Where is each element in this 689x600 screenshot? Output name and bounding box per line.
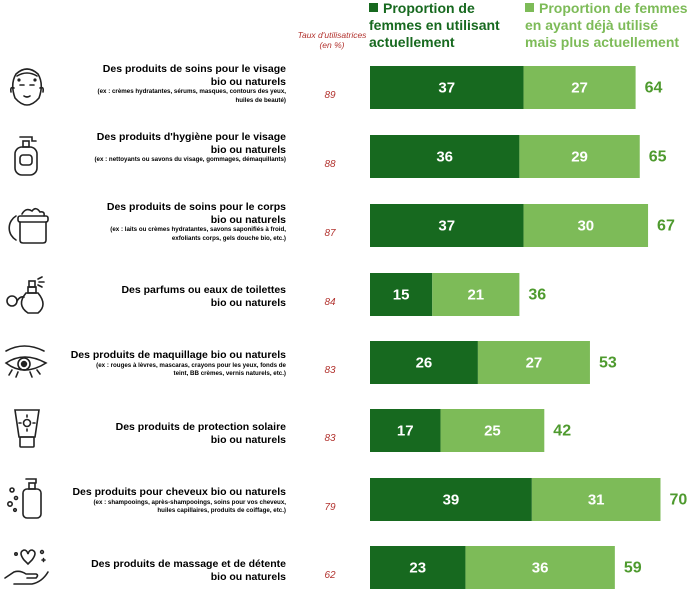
- bar-current: [370, 273, 433, 316]
- bar-current-label: 37: [438, 218, 455, 235]
- bar-past: [523, 204, 649, 247]
- category-name: Des produits de massage et de détente: [91, 558, 286, 570]
- bar-current-label: 23: [409, 560, 426, 577]
- usage-rate: 87: [324, 228, 336, 239]
- bar-current-label: 26: [416, 355, 433, 372]
- bar-past-label: 25: [484, 423, 501, 440]
- bar-past-label: 29: [571, 149, 588, 166]
- bar-current-label: 37: [438, 80, 455, 97]
- bar-current: [370, 409, 441, 452]
- category-name: Des produits d'hygiène pour le visage: [96, 131, 286, 143]
- shampoo-bottle-icon: [2, 476, 52, 520]
- legend-past-label: Proportion de femmes en ayant déjà utili…: [525, 0, 688, 50]
- category-examples: (ex : crèmes hydratantes, sérums, masque…: [97, 88, 286, 95]
- category-label: Des produits de massage et de détente bio…: [91, 558, 286, 583]
- usage-rate: 83: [324, 433, 336, 444]
- pump-bottle-icon: [2, 133, 52, 177]
- perfume-bottle-icon: [2, 271, 52, 315]
- category-label: Des parfums ou eaux de toilettes bio ou n…: [121, 284, 286, 309]
- bar-current: [370, 341, 478, 384]
- category-examples: (ex : rouges à lèvres, mascaras, crayons…: [96, 361, 286, 369]
- bar-current: [370, 204, 524, 247]
- usage-rate: 84: [324, 297, 336, 308]
- bar-past-label: 36: [532, 560, 549, 577]
- bar-past: [523, 66, 636, 109]
- category-name: bio ou naturels: [210, 570, 286, 583]
- category-examples: huiles capillaires, produits de coiffage…: [157, 507, 286, 514]
- total-label: 70: [670, 492, 688, 509]
- category-examples: (ex : nettoyants ou savons du visage, go…: [94, 156, 286, 163]
- category-examples: teint, BB crèmes, vernis naturels, etc.): [173, 370, 286, 377]
- legend-current: Proportion de femmes en utilisant actuel…: [369, 0, 511, 51]
- category-label: Des produits de soins pour le corps bio o…: [107, 201, 286, 243]
- bar-past-label: 30: [577, 218, 594, 235]
- cream-jar-icon: [2, 202, 52, 246]
- category-examples: (ex : laits ou crèmes hydratantes, savon…: [110, 226, 286, 233]
- category-name: bio ou naturels: [210, 143, 286, 156]
- sunscreen-tube-icon: [2, 407, 52, 451]
- bar-past: [465, 546, 615, 589]
- category-label: Des produits de maquillage bio ou nature…: [71, 349, 286, 379]
- bar-past-label: 27: [571, 80, 588, 97]
- category-name: Des produits de soins pour le corps: [106, 201, 286, 213]
- bar-past-label: 27: [526, 355, 543, 372]
- face-mask-icon: [2, 64, 52, 108]
- category-name: Des parfums ou eaux de toilettes: [121, 284, 286, 296]
- category-label: Des produits de soins pour le visage bio …: [98, 63, 286, 105]
- bar-past: [477, 341, 590, 384]
- bar-current: [370, 135, 520, 178]
- category-name: Des produits de protection solaire: [115, 421, 286, 433]
- bar-current: [370, 66, 524, 109]
- bar-current: [370, 478, 532, 521]
- usage-rate: 79: [324, 502, 336, 513]
- category-name: Des produits de soins pour le visage: [102, 63, 286, 75]
- total-label: 53: [599, 355, 617, 372]
- category-name: bio ou naturels: [210, 213, 286, 226]
- bar-past: [440, 409, 545, 452]
- rate-column-title: Taux d'utilisatrices (en %): [297, 30, 367, 50]
- bar-past: [432, 273, 520, 316]
- usage-rate: 83: [324, 365, 336, 376]
- eye-makeup-icon: [2, 339, 52, 383]
- category-name: Des produits pour cheveux bio ou naturel…: [72, 486, 286, 498]
- total-label: 36: [528, 287, 546, 304]
- usage-rate: 62: [324, 570, 336, 581]
- category-label: Des produits d'hygiène pour le visage bio…: [94, 131, 286, 165]
- total-label: 42: [553, 423, 571, 440]
- total-label: 59: [624, 560, 642, 577]
- bar-past: [531, 478, 661, 521]
- bar-past-label: 31: [588, 492, 605, 509]
- category-label: Des produits de protection solaire bio ou…: [116, 421, 286, 446]
- bar-current-label: 39: [443, 492, 460, 509]
- category-examples: (ex : shampooings, après-shampooings, so…: [93, 498, 286, 506]
- bar-past: [519, 135, 640, 178]
- bar-current-label: 17: [397, 423, 414, 440]
- category-label: Des produits pour cheveux bio ou naturel…: [72, 486, 286, 516]
- usage-rate: 88: [324, 159, 336, 170]
- category-name: bio ou naturels: [210, 75, 286, 88]
- bar-current: [370, 546, 466, 589]
- total-label: 67: [657, 218, 675, 235]
- bar-current-label: 15: [393, 287, 410, 304]
- massage-hand-icon: [2, 544, 52, 588]
- category-examples: exfoliants corps, gels douche bio, etc.): [171, 234, 286, 242]
- category-examples: huiles de beauté): [235, 96, 286, 104]
- usage-rate: 89: [324, 90, 336, 101]
- bar-current-label: 36: [436, 149, 453, 166]
- legend-current-swatch: [369, 3, 378, 12]
- total-label: 64: [645, 80, 663, 97]
- category-name: Des produits de maquillage bio ou nature…: [70, 349, 286, 361]
- total-label: 65: [649, 149, 667, 166]
- category-name: bio ou naturels: [210, 433, 286, 446]
- legend-past-swatch: [525, 3, 534, 12]
- legend-current-label: Proportion de femmes en utilisant actuel…: [369, 0, 500, 50]
- category-name: bio ou naturels: [210, 296, 286, 309]
- legend-past: Proportion de femmes en ayant déjà utili…: [525, 0, 689, 51]
- bar-past-label: 21: [467, 287, 484, 304]
